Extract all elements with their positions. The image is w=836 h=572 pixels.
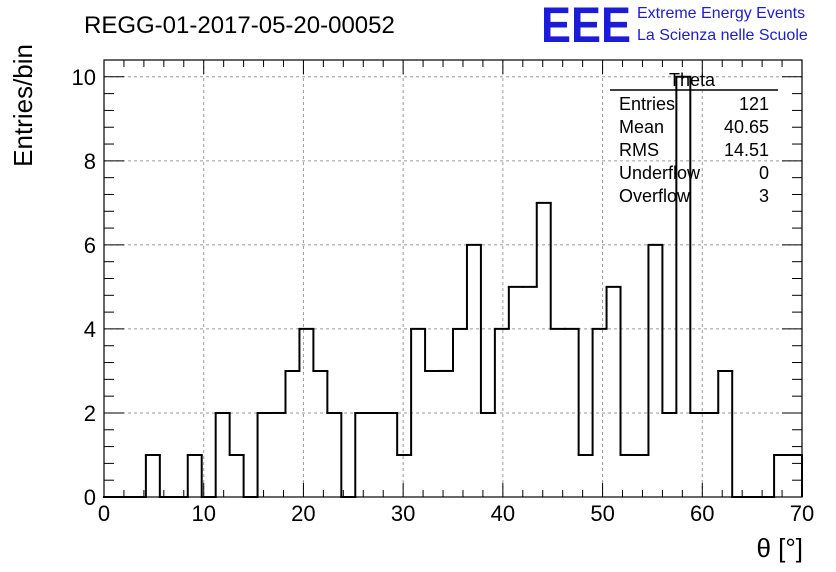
plot-frame bbox=[103, 59, 803, 498]
histogram-bars bbox=[103, 75, 803, 498]
y-tick-label: 2 bbox=[84, 401, 96, 426]
x-axis-title: θ [°] bbox=[756, 533, 803, 563]
logo-line-2: La Scienza nelle Scuole bbox=[637, 27, 808, 44]
x-tick-label: 30 bbox=[391, 501, 415, 526]
chart-title: REGG-01-2017-05-20-00052 bbox=[84, 12, 395, 39]
stats-label: Underflow bbox=[619, 163, 701, 183]
y-tick-label: 0 bbox=[84, 485, 96, 510]
x-tick-label: 50 bbox=[590, 501, 614, 526]
y-tick-label: 10 bbox=[72, 65, 96, 90]
stats-label: Mean bbox=[619, 117, 664, 137]
stats-label: Entries bbox=[619, 94, 675, 114]
x-tick-label: 40 bbox=[491, 501, 515, 526]
eee-logo-mark: EEE bbox=[541, 0, 631, 53]
axes bbox=[103, 59, 803, 498]
y-tick-label: 8 bbox=[84, 149, 96, 174]
stats-value: 40.65 bbox=[724, 117, 769, 137]
x-tick-label: 20 bbox=[291, 501, 315, 526]
stats-value: 0 bbox=[759, 163, 769, 183]
y-tick-label: 4 bbox=[84, 317, 96, 342]
stats-value: 3 bbox=[759, 186, 769, 206]
stats-box-title: Theta bbox=[669, 70, 716, 90]
x-tick-label: 0 bbox=[98, 501, 110, 526]
stats-label: RMS bbox=[619, 140, 659, 160]
logo-line-1: Extreme Energy Events bbox=[637, 5, 805, 22]
stats-box: Theta Entries 121 Mean 40.65 RMS 14.51 Underfl… bbox=[610, 70, 778, 206]
stats-label: Overflow bbox=[619, 186, 691, 206]
x-tick-label: 10 bbox=[191, 501, 215, 526]
y-axis-title: Entries/bin bbox=[8, 44, 38, 167]
stats-value: 14.51 bbox=[724, 140, 769, 160]
x-tick-label: 70 bbox=[790, 501, 814, 526]
grid-lines bbox=[104, 60, 802, 497]
x-tick-label: 60 bbox=[690, 501, 714, 526]
stats-value: 121 bbox=[739, 94, 769, 114]
y-tick-label: 6 bbox=[84, 233, 96, 258]
